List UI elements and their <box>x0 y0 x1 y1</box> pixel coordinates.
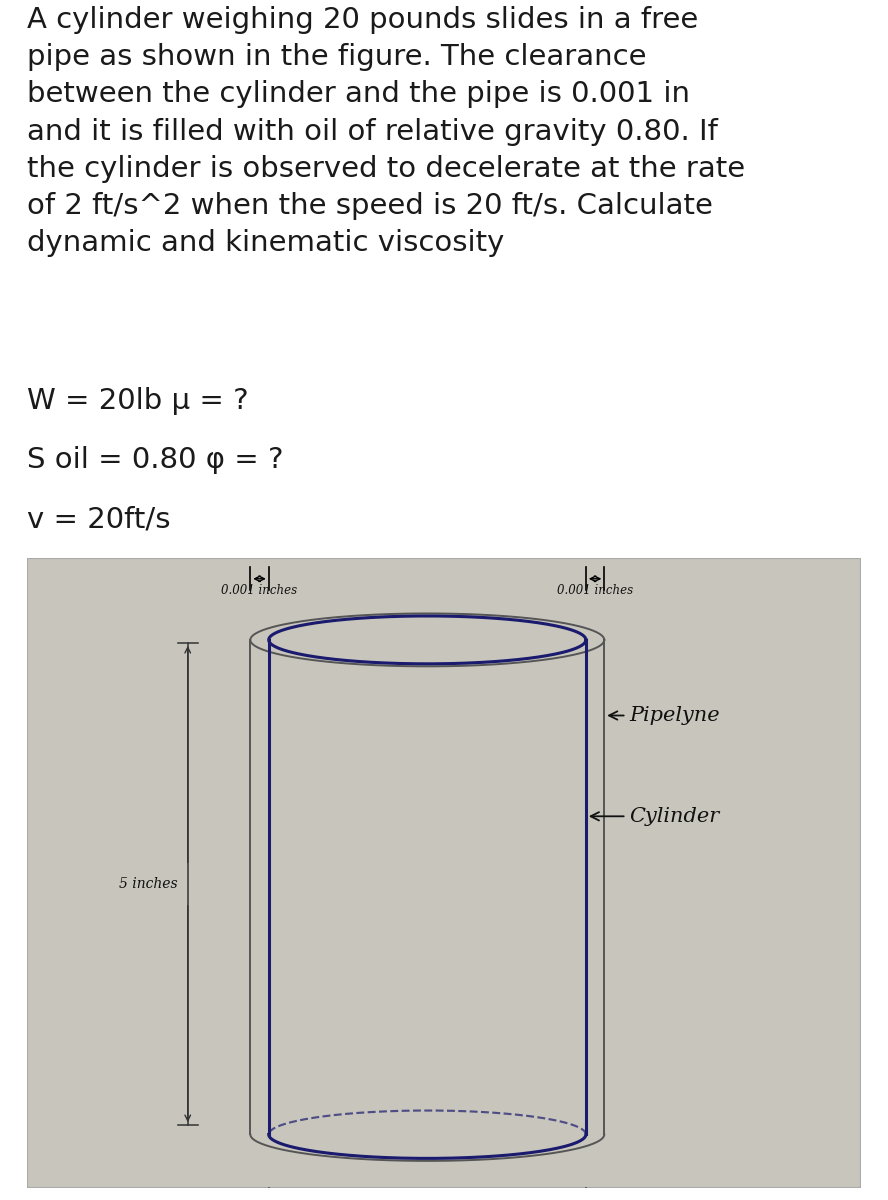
Text: v = 20ft/s: v = 20ft/s <box>27 505 170 534</box>
Text: Pipelyne: Pipelyne <box>609 706 720 725</box>
Text: S oil = 0.80 φ = ?: S oil = 0.80 φ = ? <box>27 446 283 474</box>
Text: 0.001 inches: 0.001 inches <box>221 584 297 596</box>
Text: W = 20lb μ = ?: W = 20lb μ = ? <box>27 386 249 415</box>
Text: 0.001 inches: 0.001 inches <box>557 584 633 596</box>
Text: 5 inches: 5 inches <box>119 877 178 892</box>
Text: Cylinder: Cylinder <box>591 806 719 826</box>
Text: A cylinder weighing 20 pounds slides in a free
pipe as shown in the figure. The : A cylinder weighing 20 pounds slides in … <box>27 6 745 258</box>
